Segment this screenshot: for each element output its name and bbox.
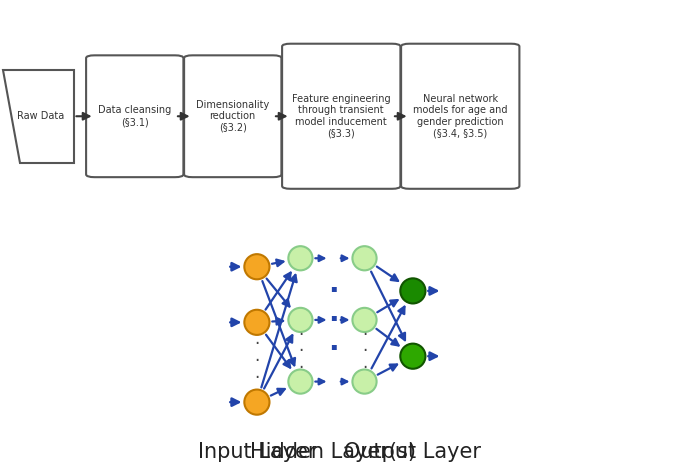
Text: Data cleansing
(§3.1): Data cleansing (§3.1) bbox=[98, 106, 172, 127]
Text: Hidden Layer(s): Hidden Layer(s) bbox=[250, 442, 416, 462]
Text: ·: · bbox=[328, 277, 338, 305]
Text: ·
·
·: · · · bbox=[298, 326, 303, 377]
Text: Dimensionality
reduction
(§3.2): Dimensionality reduction (§3.2) bbox=[196, 100, 270, 133]
Text: Neural network
models for age and
gender prediction
(§3.4, §3.5): Neural network models for age and gender… bbox=[413, 94, 508, 139]
Text: ·
·
·: · · · bbox=[254, 335, 260, 386]
Text: ·
·
·: · · · bbox=[362, 326, 367, 377]
FancyBboxPatch shape bbox=[184, 55, 281, 177]
Circle shape bbox=[352, 308, 377, 332]
Text: ·: · bbox=[328, 306, 338, 334]
Circle shape bbox=[244, 390, 270, 415]
Circle shape bbox=[400, 279, 426, 304]
Text: ·: · bbox=[328, 335, 338, 363]
Circle shape bbox=[288, 370, 312, 394]
Text: Raw Data: Raw Data bbox=[17, 111, 64, 121]
Circle shape bbox=[288, 246, 312, 270]
Text: Output Layer: Output Layer bbox=[344, 442, 482, 462]
Circle shape bbox=[288, 308, 312, 332]
Circle shape bbox=[352, 246, 377, 270]
FancyBboxPatch shape bbox=[401, 44, 519, 189]
Text: Feature engineering
through transient
model inducement
(§3.3): Feature engineering through transient mo… bbox=[292, 94, 391, 139]
Circle shape bbox=[400, 344, 426, 369]
FancyBboxPatch shape bbox=[86, 55, 183, 177]
FancyBboxPatch shape bbox=[282, 44, 400, 189]
PathPatch shape bbox=[3, 70, 73, 163]
Circle shape bbox=[244, 310, 270, 335]
Circle shape bbox=[352, 370, 377, 394]
Text: Input Layer: Input Layer bbox=[197, 442, 316, 462]
Circle shape bbox=[244, 254, 270, 279]
